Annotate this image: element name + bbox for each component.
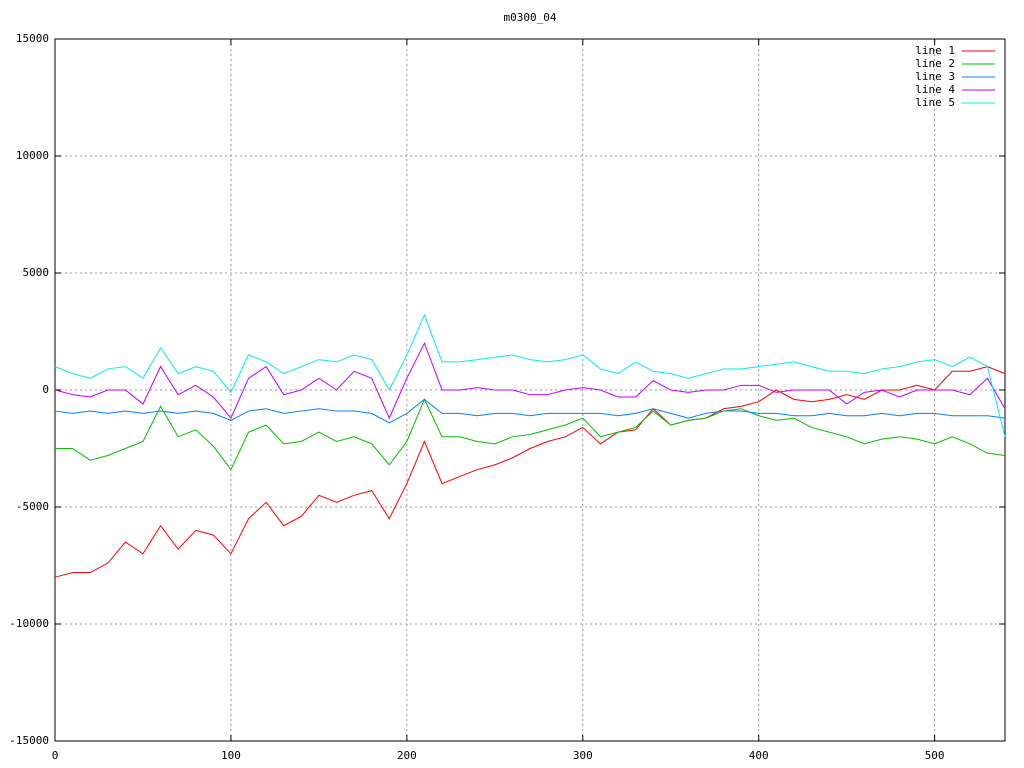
series-line: [54, 313, 1006, 437]
series-line: [54, 341, 1006, 420]
x-tick-label: 0: [52, 749, 59, 762]
series-line: [54, 398, 1006, 424]
y-tick-label: -15000: [9, 734, 49, 747]
legend-label: line 3: [915, 70, 955, 83]
legend-label: line 4: [915, 83, 955, 96]
x-tick-label: 100: [221, 749, 241, 762]
x-tick-label: 300: [573, 749, 593, 762]
y-tick-label: 0: [42, 383, 49, 396]
y-tick-label: 10000: [16, 149, 49, 162]
x-tick-label: 500: [925, 749, 945, 762]
y-tick-label: 5000: [23, 266, 50, 279]
series-line: [54, 366, 1006, 578]
y-tick-label: -10000: [9, 617, 49, 630]
legend-label: line 1: [915, 44, 955, 57]
x-tick-label: 400: [749, 749, 769, 762]
legend-label: line 5: [915, 96, 955, 109]
y-tick-label: -5000: [16, 500, 49, 513]
x-tick-label: 200: [397, 749, 417, 762]
series-line: [55, 398, 1006, 471]
y-tick-label: 15000: [16, 32, 49, 45]
legend-label: line 2: [915, 57, 955, 70]
chart-title: m0300_04: [504, 11, 557, 24]
